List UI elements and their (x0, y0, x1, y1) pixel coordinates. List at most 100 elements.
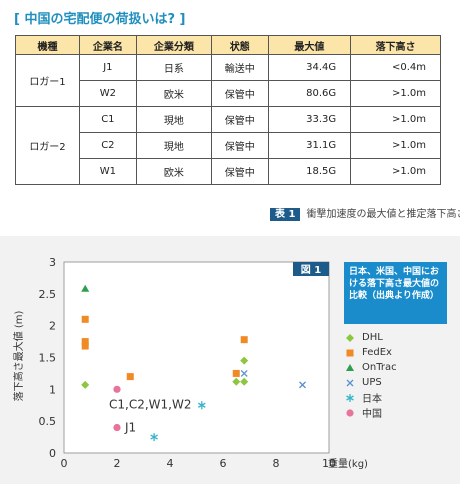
data-point (81, 342, 89, 350)
figure-badge: 図 1 (301, 264, 321, 276)
max-value-cell: 34.4G (267, 54, 352, 81)
x-axis-label: 重量(kg) (328, 457, 368, 470)
logger-cell: ロガー1 (15, 54, 80, 107)
state-cell: 保管中 (210, 132, 269, 159)
legend-item: FedEx (344, 345, 397, 360)
legend-label: UPS (362, 377, 382, 388)
table-header-row: 機種 企業名 企業分類 状態 最大値 落下高さ (15, 35, 441, 55)
data-point (240, 356, 249, 365)
state-cell: 保管中 (210, 80, 269, 107)
page-title: [ 中国の宅配便の荷扱いは? ] (14, 12, 186, 27)
y-tick-label: 1 (49, 383, 56, 396)
legend-marker-shape (346, 333, 354, 342)
legend-marker (346, 379, 354, 386)
annotation-label: C1,C2,W1,W2 (109, 397, 191, 411)
legend-marker (346, 393, 354, 402)
data-points (81, 284, 306, 442)
legend-item: UPS (344, 375, 397, 390)
category-cell: 欧米 (135, 80, 212, 107)
caption-text: 衝撃加速度の最大値と推定落下高さ (306, 209, 460, 220)
x-tick-label: 4 (167, 457, 174, 470)
figure-badge-bg (293, 262, 329, 276)
table-row: W1 欧米 保管中 18.5G >1.0m (16, 158, 441, 185)
header-cell: 最大値 (267, 35, 352, 55)
category-cell: 現地 (135, 106, 212, 133)
logger-cell: ロガー2 (15, 106, 80, 185)
legend-marker (346, 363, 354, 371)
data-point (232, 369, 240, 377)
legend-marker-shape (346, 349, 354, 356)
legend: DHL FedEx OnTrac UPS 日本 中国 (344, 330, 397, 420)
drop-height-cell: >1.0m (350, 158, 441, 185)
legend-marker (346, 333, 354, 342)
drop-height-cell: >1.0m (350, 132, 441, 159)
data-point (81, 338, 89, 346)
x-tick-label: 10 (322, 457, 336, 470)
table-row: ロガー1 J1 日系 輸送中 34.4G <0.4m (15, 54, 441, 107)
legend-marker (346, 408, 354, 417)
data-point (126, 373, 134, 381)
max-value-cell: 18.5G (267, 158, 352, 185)
legend-marker-shape (346, 393, 354, 402)
legend-label: 日本 (362, 394, 382, 405)
drop-data-table: 機種 企業名 企業分類 状態 最大値 落下高さ ロガー1 J1 日系 輸送中 3… (15, 35, 441, 185)
legend-item: 日本 (344, 390, 397, 405)
data-point (81, 315, 89, 323)
company-cell: C1 (79, 106, 137, 133)
table-badge: 表 1 (270, 208, 301, 221)
legend-label: OnTrac (362, 362, 397, 373)
data-point (81, 380, 90, 389)
y-tick-label: 3 (49, 256, 56, 269)
data-point (299, 381, 306, 389)
header-cell: 状態 (210, 35, 269, 55)
axis-ticks: 0 2 4 6 8 10 0 0.5 1 1.5 2 2.5 3 (39, 256, 337, 470)
max-value-cell: 31.1G (267, 132, 352, 159)
company-cell: J1 (79, 54, 137, 81)
legend-marker-shape (346, 379, 354, 386)
drop-height-cell: <0.4m (350, 54, 441, 81)
max-value-cell: 33.3G (267, 106, 352, 133)
legend-label: 中国 (362, 409, 382, 420)
table-row: W2 欧米 保管中 80.6G >1.0m (16, 80, 441, 107)
table-caption: 表 1 衝撃加速度の最大値と推定落下高さ (270, 205, 460, 221)
drop-height-cell: >1.0m (350, 106, 441, 133)
y-tick-label: 0 (49, 447, 56, 460)
state-cell: 輸送中 (210, 54, 269, 81)
data-point (113, 423, 121, 432)
header-cell: 機種 (15, 35, 80, 55)
data-point (232, 377, 241, 386)
company-cell: W2 (79, 80, 137, 107)
data-point (197, 401, 206, 410)
scatter-chart: 図 1 0 2 4 6 8 10 0 0.5 1 1.5 2 2.5 3 C1,C2,W1,W2 J1 重… (12, 256, 368, 470)
data-point (113, 385, 121, 393)
legend-marker (346, 349, 354, 356)
annotation-label: J1 (124, 421, 136, 435)
legend-marker-shape (346, 363, 354, 371)
y-tick-label: 1.5 (39, 352, 57, 365)
data-point (240, 369, 248, 377)
x-tick-label: 8 (273, 457, 280, 470)
y-tick-label: 2.5 (39, 288, 57, 301)
x-tick-label: 0 (61, 457, 68, 470)
category-cell: 欧米 (135, 158, 212, 185)
x-tick-label: 2 (114, 457, 121, 470)
company-cell: W1 (79, 158, 137, 185)
category-cell: 現地 (135, 132, 212, 159)
legend-item: 中国 (344, 405, 397, 420)
plot-area (63, 261, 330, 454)
legend-label: FedEx (362, 347, 392, 358)
legend-title: 日本、米国、中国における落下高さ最大値の比較（出典より作成） (344, 262, 447, 324)
header-cell: 落下高さ (350, 35, 441, 55)
data-point (240, 377, 249, 386)
table-row: ロガー2 C1 現地 保管中 33.3G >1.0m (15, 106, 441, 185)
annotations: C1,C2,W1,W2 J1 (109, 397, 191, 434)
state-cell: 保管中 (210, 158, 269, 185)
drop-height-cell: >1.0m (350, 80, 441, 107)
data-point (240, 336, 248, 344)
legend-item: OnTrac (344, 360, 397, 375)
category-cell: 日系 (135, 54, 212, 81)
data-point (150, 433, 158, 442)
y-axis-label: 落下高さ最大値 (m) (12, 311, 25, 402)
max-value-cell: 80.6G (267, 80, 352, 107)
legend-marker-shape (346, 408, 354, 417)
